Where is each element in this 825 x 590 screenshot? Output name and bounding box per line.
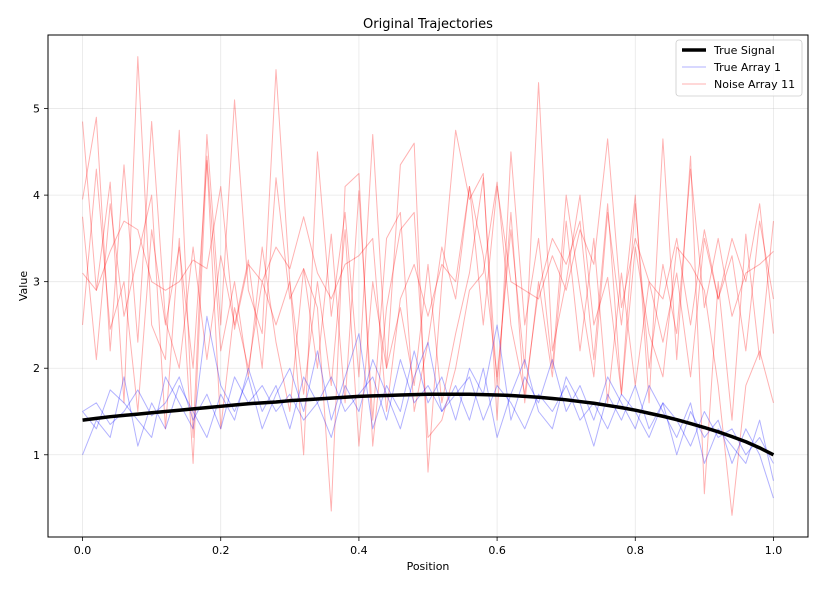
- x-tick-label: 0.6: [488, 544, 506, 557]
- legend-box: [675, 39, 803, 97]
- series-line-noise-array-13: [82, 138, 774, 412]
- plot-area: [48, 35, 808, 537]
- legend-label: True Signal: [713, 44, 775, 57]
- axis-ticks: 0.0 0.2 0.4 0.6 0.8 1.0 1 2 3 4 5: [33, 103, 782, 557]
- grid: [48, 35, 808, 537]
- series-line-noise-array-15: [82, 160, 774, 447]
- x-tick-label: 0.4: [350, 544, 368, 557]
- x-tick-label: 0.8: [627, 544, 645, 557]
- legend: True Signal True Array 1 Noise Array 11: [675, 39, 803, 97]
- y-tick-label: 2: [33, 362, 40, 375]
- series-line-true-array-1: [82, 315, 774, 481]
- y-tick-label: 4: [33, 189, 40, 202]
- plot-frame: [47, 34, 809, 538]
- y-axis-title: Value: [17, 271, 30, 301]
- y-tick-label: 1: [33, 449, 40, 462]
- series-line-noise-array-12: [82, 116, 774, 516]
- series-line-noise-array-14: [82, 82, 774, 464]
- series-layer: [82, 56, 775, 516]
- x-axis-title: Position: [407, 560, 450, 573]
- y-tick-label: 3: [33, 276, 40, 289]
- x-tick-label: 0.2: [212, 544, 230, 557]
- legend-label: True Array 1: [713, 61, 781, 74]
- legend-label: Noise Array 11: [714, 78, 795, 91]
- y-tick-label: 5: [33, 103, 40, 116]
- series-line-noise-array-11: [82, 56, 774, 495]
- series-line-true-array-2: [82, 341, 774, 499]
- x-tick-label: 1.0: [765, 544, 783, 557]
- series-line-true-signal: [82, 392, 775, 457]
- x-tick-label: 0.0: [74, 544, 92, 557]
- chart-title: Original Trajectories: [363, 17, 493, 32]
